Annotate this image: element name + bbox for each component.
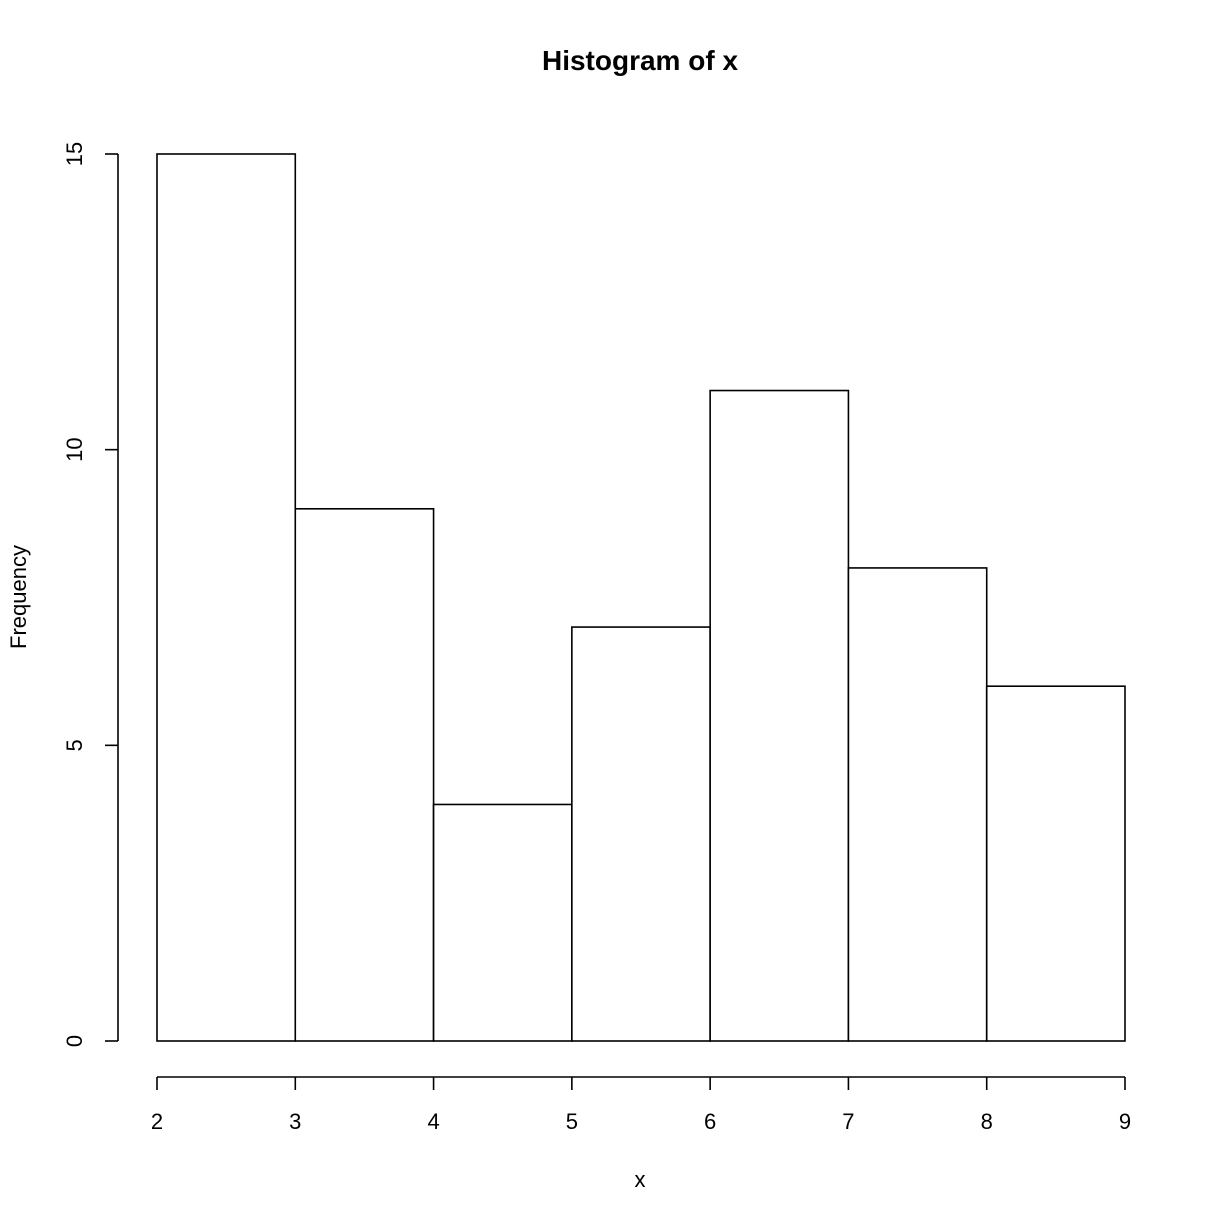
x-tick-label: 8	[981, 1109, 993, 1134]
y-axis: 0 5 10 15	[62, 142, 119, 1047]
histogram-bar	[432, 803, 573, 1042]
x-tick-label: 6	[704, 1109, 716, 1134]
histogram-bar	[571, 626, 711, 1042]
bars-group	[156, 153, 1126, 1042]
y-tick-label: 0	[62, 1035, 87, 1047]
x-tick-label: 5	[566, 1109, 578, 1134]
x-axis: 2 3 4 5 6 7 8 9	[151, 1076, 1131, 1134]
chart-title: Histogram of x	[542, 45, 738, 76]
y-tick-label: 10	[62, 437, 87, 461]
x-axis-label: x	[635, 1167, 646, 1192]
y-axis-label: Frequency	[6, 545, 31, 649]
x-tick-label: 4	[427, 1109, 439, 1134]
x-tick-label: 3	[289, 1109, 301, 1134]
y-tick-label: 15	[62, 142, 87, 166]
x-tick-label: 2	[151, 1109, 163, 1134]
x-tick-label: 9	[1119, 1109, 1131, 1134]
histogram-bar	[709, 389, 850, 1042]
histogram-bar	[985, 685, 1126, 1042]
y-tick-label: 5	[62, 739, 87, 751]
histogram-bar	[847, 567, 988, 1042]
x-tick-label: 7	[842, 1109, 854, 1134]
histogram-bar	[294, 507, 435, 1042]
histogram-bar	[156, 153, 297, 1042]
